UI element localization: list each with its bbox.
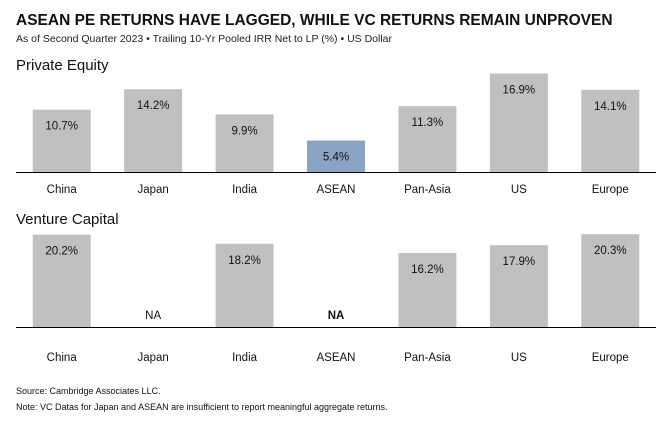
vc-value-label-us: 17.9%: [503, 256, 536, 268]
vc-category-label-asean: ASEAN: [317, 352, 356, 364]
vc-value-label-europe: 20.3%: [594, 245, 627, 257]
vc-bar-india: [215, 243, 274, 327]
chart-subtitle: As of Second Quarter 2023 • Trailing 10-…: [16, 33, 392, 45]
vc-value-label-asean: NA: [328, 310, 345, 322]
pe-bar-pan-asia: [398, 106, 457, 172]
pe-value-label-europe: 14.1%: [594, 101, 627, 113]
pe-value-label-china: 10.7%: [45, 121, 78, 133]
vc-category-label-europe: Europe: [592, 352, 629, 364]
pe-category-label-china: China: [47, 184, 78, 196]
source-note: Source: Cambridge Associates LLC.: [16, 386, 161, 396]
vc-value-label-india: 18.2%: [228, 255, 261, 267]
pe-bar-china: [32, 109, 91, 172]
vc-bar-pan-asia: [398, 252, 457, 327]
vc-category-label-china: China: [47, 352, 78, 364]
vc-bar-europe: [581, 234, 640, 327]
pe-value-label-japan: 14.2%: [137, 100, 170, 112]
pe-value-label-pan-asia: 11.3%: [412, 117, 444, 129]
vc-category-label-japan: Japan: [137, 352, 168, 364]
vc-category-label-pan-asia: Pan-Asia: [404, 352, 451, 364]
pe-category-label-europe: Europe: [592, 184, 629, 196]
pe-category-label-us: US: [511, 184, 527, 196]
vc-value-label-japan: NA: [145, 310, 161, 322]
pe-bar-europe: [581, 89, 640, 172]
venture-capital-title: Venture Capital: [16, 211, 119, 228]
pe-bar-japan: [124, 89, 183, 172]
pe-category-label-pan-asia: Pan-Asia: [404, 184, 451, 196]
private-equity-panel: Private Equity 10.7% China 14.2% Japan 9.9% I…: [16, 57, 656, 196]
vc-bar-us: [489, 245, 548, 327]
pe-value-label-us: 16.9%: [503, 84, 536, 96]
pe-bar-us: [489, 73, 548, 172]
pe-category-label-japan: Japan: [137, 184, 168, 196]
pe-bar-asean: [307, 140, 365, 172]
pe-category-label-india: India: [232, 184, 258, 196]
pe-bar-india: [215, 114, 274, 172]
vc-category-label-us: US: [511, 352, 527, 364]
footnote: Note: VC Datas for Japan and ASEAN are i…: [16, 402, 388, 412]
pe-value-label-india: 9.9%: [231, 125, 257, 137]
vc-value-label-pan-asia: 16.2%: [411, 264, 444, 276]
venture-capital-panel: Venture Capital 20.2% China NA Japan 18.2% In…: [16, 211, 656, 364]
pe-category-label-asean: ASEAN: [317, 184, 356, 196]
vc-bar-china: [32, 234, 91, 327]
private-equity-title: Private Equity: [16, 57, 109, 74]
pe-value-label-asean: 5.4%: [323, 152, 349, 164]
vc-category-label-india: India: [232, 352, 258, 364]
chart-title: ASEAN PE RETURNS HAVE LAGGED, WHILE VC R…: [16, 12, 613, 29]
vc-value-label-china: 20.2%: [45, 246, 78, 258]
